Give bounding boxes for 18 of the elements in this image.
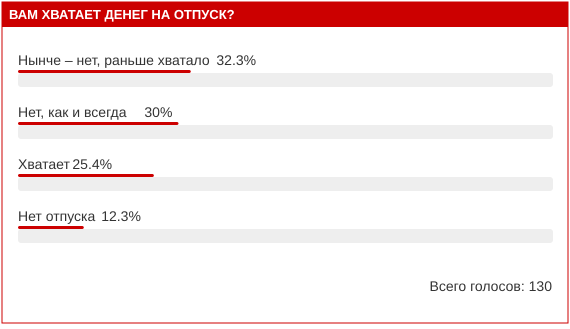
bar (18, 122, 178, 125)
bar (18, 73, 553, 87)
data-label: 25.4% (72, 156, 112, 172)
chart-title: ВАМ ХВАТАЕТ ДЕНЕГ НА ОТПУСК? (9, 7, 235, 22)
y-tick-label: Нынче – нет, раньше хватало (18, 52, 210, 68)
bar (18, 70, 191, 73)
bar (18, 226, 84, 229)
bar (18, 177, 553, 191)
y-tick-label: Нет отпуска (18, 208, 96, 224)
data-label: 12.3% (101, 208, 141, 224)
bar (18, 174, 154, 177)
bar (18, 229, 553, 243)
data-label: 32.3% (216, 52, 256, 68)
data-label: 30% (144, 104, 172, 120)
y-tick-label: Нет, как и всегда (18, 104, 127, 120)
text: Всего голосов: 130 (429, 278, 552, 294)
y-tick-label: Хватает (18, 156, 70, 172)
bar (18, 125, 553, 139)
